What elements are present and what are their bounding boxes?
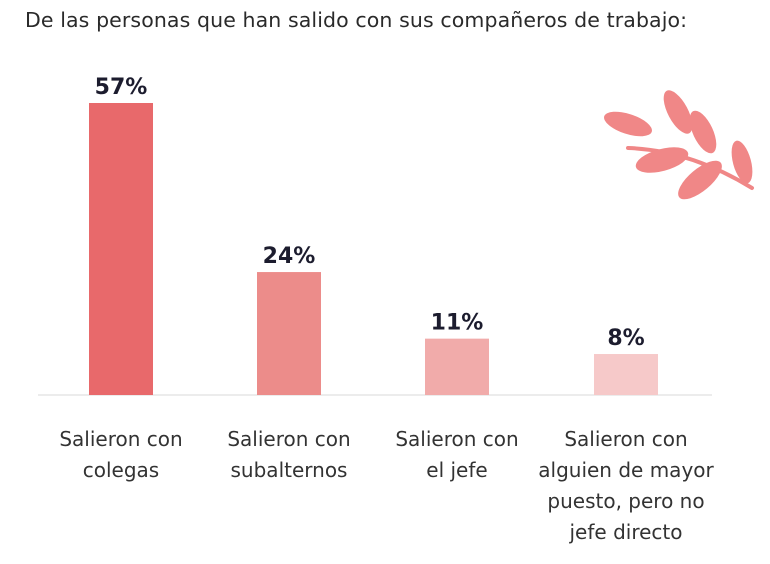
value-label-3: 11% bbox=[431, 311, 484, 336]
value-label-2: 24% bbox=[263, 244, 316, 269]
category-label-3-line-1: Salieron con bbox=[395, 427, 518, 451]
bars-group bbox=[89, 103, 658, 395]
category-label-2-line-1: Salieron con bbox=[227, 427, 350, 451]
value-label-4: 8% bbox=[607, 326, 644, 351]
bar-1 bbox=[89, 103, 153, 395]
value-label-1: 57% bbox=[95, 75, 148, 100]
category-label-4-line-3: puesto, pero no bbox=[547, 489, 704, 513]
category-label-4-line-1: Salieron con bbox=[564, 427, 687, 451]
category-label-2-line-2: subalternos bbox=[231, 458, 348, 482]
category-label-3-line-2: el jefe bbox=[426, 458, 487, 482]
leaf-branch-icon bbox=[604, 90, 754, 200]
value-labels-group: 57% 24% 11% 8% bbox=[95, 75, 645, 351]
bar-2 bbox=[257, 272, 321, 395]
category-label-4-line-4: jefe directo bbox=[569, 520, 683, 544]
category-label-4-line-2: alguien de mayor bbox=[538, 458, 714, 482]
bar-4 bbox=[594, 354, 658, 395]
category-label-1-line-2: colegas bbox=[83, 458, 159, 482]
category-labels-group: Salieron con colegas Salieron con subaltern… bbox=[59, 427, 714, 544]
category-label-1-line-1: Salieron con bbox=[59, 427, 182, 451]
chart-title: De las personas que han salido con sus c… bbox=[25, 8, 688, 32]
bar-3 bbox=[425, 338, 489, 395]
